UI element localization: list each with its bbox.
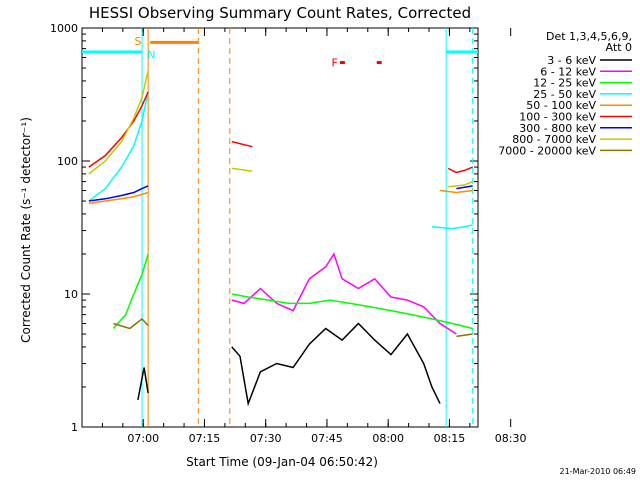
legend-label: 6 - 12 keV bbox=[540, 65, 596, 78]
series-line-0 bbox=[137, 367, 149, 401]
legend-label: 3 - 6 keV bbox=[547, 54, 596, 67]
series-line-6 bbox=[456, 185, 473, 190]
x-tick-label: 08:30 bbox=[495, 432, 527, 445]
x-tick-label: 07:45 bbox=[311, 432, 343, 445]
series-line-4 bbox=[439, 189, 473, 194]
plot-frame bbox=[81, 27, 479, 428]
series-line-2 bbox=[112, 253, 149, 329]
series-line-8 bbox=[456, 333, 473, 338]
x-tick-label: 07:30 bbox=[250, 432, 282, 445]
y-axis-label: Corrected Count Rate (s⁻¹ detector⁻¹) bbox=[19, 117, 33, 343]
x-tick-label: 08:15 bbox=[434, 432, 466, 445]
legend-label: 100 - 300 keV bbox=[519, 111, 596, 124]
series-line-7 bbox=[231, 167, 253, 172]
series-line-5 bbox=[231, 140, 253, 148]
x-tick-label: 08:00 bbox=[372, 432, 404, 445]
series-line-7 bbox=[448, 180, 473, 188]
x-tick-label: 07:15 bbox=[189, 432, 221, 445]
series-line-2 bbox=[231, 293, 473, 330]
series-line-3 bbox=[431, 224, 473, 230]
legend-label: 50 - 100 keV bbox=[526, 99, 596, 112]
y-tick-label: 10 bbox=[64, 288, 78, 301]
legend-label: 300 - 800 keV bbox=[519, 122, 596, 135]
series-line-6 bbox=[88, 185, 149, 202]
x-axis-label: Start Time (09-Jan-04 06:50:42) bbox=[186, 455, 378, 469]
legend-label: 25 - 50 keV bbox=[533, 88, 596, 101]
legend-label: 12 - 25 keV bbox=[533, 77, 596, 90]
series-line-5 bbox=[447, 166, 473, 174]
series-line-8 bbox=[113, 317, 149, 330]
legend-header-line-1: Det 1,3,4,5,6,9, bbox=[546, 30, 632, 43]
legend-label: 7000 - 20000 keV bbox=[498, 144, 596, 157]
status-marker-label: F bbox=[332, 57, 338, 70]
y-tick-label: 1000 bbox=[50, 22, 78, 35]
y-tick-label: 1 bbox=[71, 421, 78, 434]
legend-header-line-2: Att 0 bbox=[606, 41, 632, 54]
legend-label: 800 - 7000 keV bbox=[512, 133, 596, 146]
y-tick-label: 100 bbox=[57, 155, 78, 168]
series-line-3 bbox=[88, 91, 149, 202]
status-marker-label: S bbox=[134, 35, 141, 48]
chart-title: HESSI Observing Summary Count Rates, Cor… bbox=[89, 4, 471, 22]
status-marker-label: N bbox=[147, 49, 155, 62]
x-tick-label: 07:00 bbox=[127, 432, 159, 445]
plot-area: 1 10 100 1000 07:00 07:15 07:30 07:45 08:00 08:15… bbox=[50, 22, 527, 445]
series-line-1 bbox=[231, 252, 457, 335]
footer-timestamp: 21-Mar-2010 06:49 bbox=[560, 467, 637, 476]
series-line-4 bbox=[88, 191, 149, 205]
series-line-7 bbox=[88, 70, 149, 175]
series-line-0 bbox=[231, 322, 441, 407]
